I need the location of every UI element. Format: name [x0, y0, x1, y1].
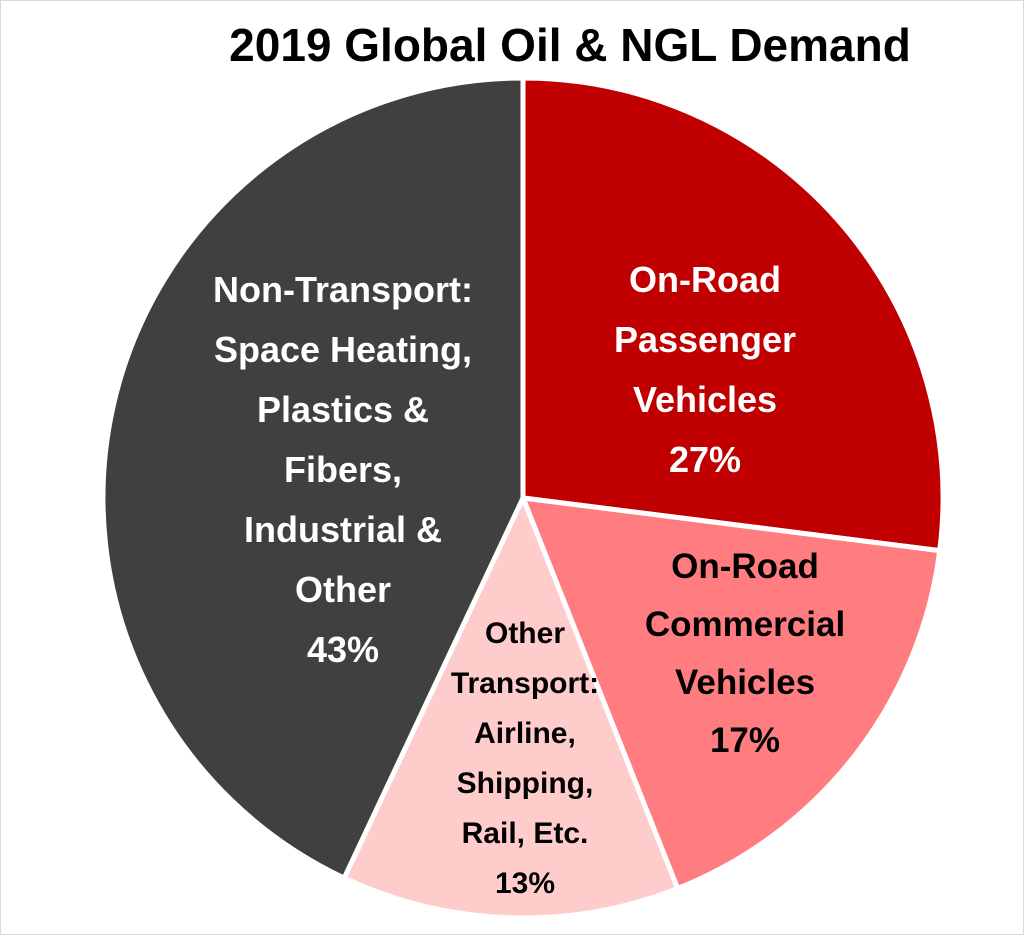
slice-label-1: On-Road Passenger Vehicles 27% [614, 259, 796, 480]
pie-slice-1 [520, 75, 946, 554]
slice-label-3: Other Transport: Airline, Shipping, Rail, Et… [451, 617, 599, 900]
pie-slice-4 [100, 75, 526, 881]
slice-label-line: 43% [307, 629, 379, 670]
slice-label-line: Airline, [474, 717, 576, 750]
slice-label-2: On-Road Commercial Vehicles 17% [645, 547, 845, 760]
slice-label-line: Fibers, [284, 449, 402, 490]
pie-slice-2 [520, 495, 943, 892]
slice-label-line: On-Road [671, 547, 819, 586]
slice-label-line: Other [485, 617, 565, 650]
slice-label-line: Vehicles [675, 663, 815, 702]
chart-title: 2019 Global Oil & NGL Demand [229, 19, 911, 71]
slice-label-line: Commercial [645, 605, 845, 644]
slice-label-line: Plastics & [257, 389, 429, 430]
slice-label-line: Vehicles [633, 379, 777, 420]
slice-label-line: 27% [669, 439, 741, 480]
slice-label-line: 13% [495, 867, 555, 900]
slice-label-line: Shipping, [457, 767, 594, 800]
slice-label-line: Rail, Etc. [462, 817, 589, 850]
slice-label-line: Other [295, 569, 391, 610]
slice-label-line: Transport: [451, 667, 599, 700]
slice-label-4: Non-Transport: Space Heating, Plastics & Fi… [213, 269, 473, 670]
slice-label-line: Passenger [614, 319, 796, 360]
slice-label-line: Space Heating, [214, 329, 472, 370]
slice-label-line: On-Road [629, 259, 781, 300]
slice-label-line: 17% [710, 721, 780, 760]
slice-label-line: Industrial & [244, 509, 442, 550]
pie-slice-3 [341, 495, 681, 921]
slice-label-line: Non-Transport: [213, 269, 473, 310]
